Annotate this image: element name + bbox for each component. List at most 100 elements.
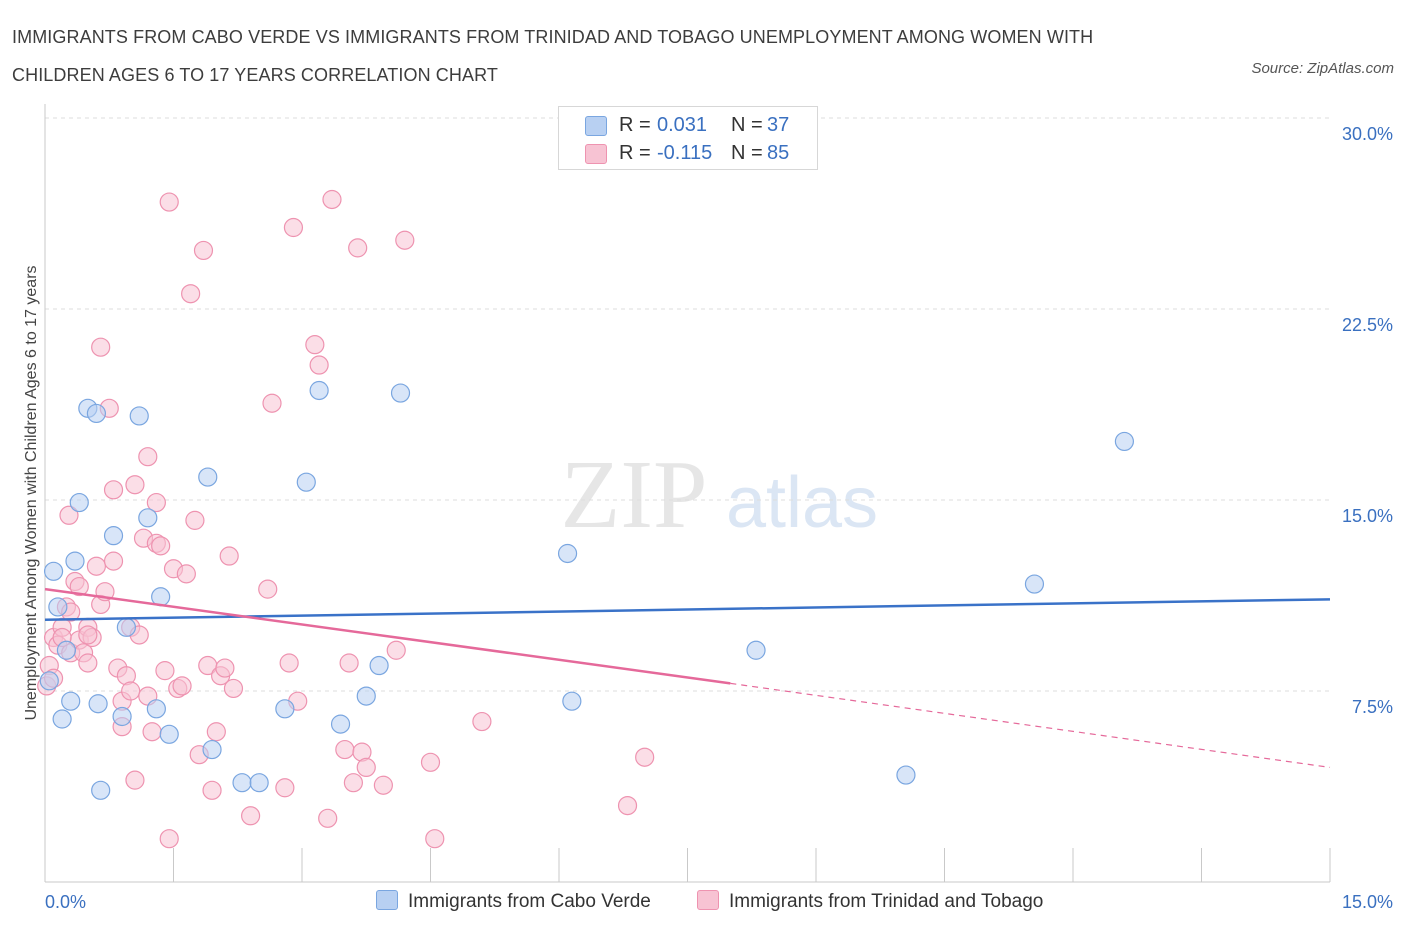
data-point xyxy=(386,640,406,660)
data-point xyxy=(125,475,145,495)
series-legend-trinidad: Immigrants from Trinidad and Tobago xyxy=(697,888,1043,916)
data-point xyxy=(86,403,107,424)
data-point xyxy=(159,724,179,744)
data-point xyxy=(249,773,269,793)
data-point xyxy=(202,780,222,800)
axis-labels: 7.5% 15.0% 22.5% 30.0% 0.0% 15.0% Unemployment… xyxy=(23,124,1393,912)
trend-lines xyxy=(44,587,1331,768)
data-point xyxy=(193,240,214,261)
data-point xyxy=(69,492,89,513)
data-point xyxy=(896,765,916,785)
data-point xyxy=(202,739,222,760)
data-point xyxy=(258,579,278,599)
axes xyxy=(44,104,1331,883)
series-name-cabo-verde: Immigrants from Cabo Verde xyxy=(408,891,651,912)
data-point xyxy=(223,678,244,699)
data-point xyxy=(305,335,325,355)
legend-swatch-blue xyxy=(585,116,607,136)
data-point xyxy=(48,597,68,617)
data-point xyxy=(557,543,578,564)
source-label: Source: ZipAtlas.com xyxy=(1251,60,1394,77)
data-point xyxy=(78,653,98,673)
data-point xyxy=(142,722,162,742)
legend-r-label: R = xyxy=(619,114,651,136)
x-tick-label: 15.0% xyxy=(1342,892,1393,912)
data-point xyxy=(159,829,179,849)
data-point xyxy=(52,709,72,729)
data-point xyxy=(121,681,141,701)
data-point xyxy=(1114,431,1135,452)
data-point xyxy=(296,472,316,492)
y-tick-label: 15.0% xyxy=(1342,506,1393,526)
data-point xyxy=(635,747,655,767)
data-point xyxy=(172,676,192,696)
data-point xyxy=(369,655,389,676)
data-point xyxy=(155,661,175,681)
watermark-zip: ZIP xyxy=(561,441,708,549)
data-point xyxy=(65,551,85,571)
watermark: ZIP atlas xyxy=(561,441,879,549)
series-swatch-pink xyxy=(697,890,719,910)
y-tick-label: 7.5% xyxy=(1352,697,1393,717)
data-point xyxy=(39,671,59,691)
data-point xyxy=(69,576,89,597)
trend-line-cabo-verde xyxy=(44,598,1331,621)
data-point xyxy=(425,829,445,849)
data-point xyxy=(420,752,441,772)
data-point xyxy=(275,699,295,719)
data-point xyxy=(309,380,329,401)
data-point xyxy=(103,551,124,571)
data-point xyxy=(1024,574,1045,594)
data-point xyxy=(219,546,239,566)
data-point xyxy=(330,714,351,734)
data-point xyxy=(91,337,111,357)
data-point xyxy=(159,192,179,212)
data-point xyxy=(88,694,108,714)
data-point xyxy=(151,536,171,556)
data-point xyxy=(185,510,205,530)
data-point xyxy=(112,706,132,727)
trend-line-trinidad xyxy=(44,587,731,685)
y-tick-label: 30.0% xyxy=(1342,124,1393,144)
data-point xyxy=(215,658,235,678)
data-point xyxy=(562,691,582,711)
data-point xyxy=(176,564,196,584)
data-point xyxy=(309,355,329,375)
data-point xyxy=(129,406,149,426)
correlation-legend: R = 0.031 N = 37 R = -0.115 N = 85 xyxy=(558,106,818,170)
data-point xyxy=(348,238,368,258)
legend-r-value: -0.115 xyxy=(657,142,713,164)
series-name-trinidad: Immigrants from Trinidad and Tobago xyxy=(729,891,1044,912)
data-point xyxy=(43,561,64,581)
data-point xyxy=(125,770,145,790)
data-point xyxy=(198,467,218,487)
data-point xyxy=(138,447,158,467)
data-point xyxy=(232,773,252,793)
data-point xyxy=(116,617,136,637)
legend-r-value: 0.031 xyxy=(657,114,708,136)
data-point xyxy=(746,640,766,660)
data-point xyxy=(181,284,201,304)
data-point xyxy=(472,711,492,732)
data-point xyxy=(59,505,79,525)
trend-line-trinidad-extension xyxy=(730,682,1331,768)
chart-title: IMMIGRANTS FROM CABO VERDE VS IMMIGRANTS… xyxy=(12,27,1094,85)
y-axis-label: Unemployment Among Women with Children A… xyxy=(23,265,40,720)
data-point xyxy=(86,556,107,576)
grid-lines xyxy=(45,117,1330,692)
data-point xyxy=(146,699,166,719)
data-point xyxy=(146,492,166,513)
data-point xyxy=(322,189,342,210)
data-point xyxy=(390,383,411,403)
data-point xyxy=(373,775,393,795)
data-point xyxy=(318,808,338,828)
series-swatch-blue xyxy=(376,890,398,910)
y-tick-label: 22.5% xyxy=(1342,315,1393,335)
legend-n-label: N = xyxy=(731,114,763,136)
data-point xyxy=(356,757,376,778)
data-point xyxy=(339,653,359,673)
data-point xyxy=(356,686,376,706)
data-point xyxy=(335,739,355,760)
data-point xyxy=(138,508,158,528)
